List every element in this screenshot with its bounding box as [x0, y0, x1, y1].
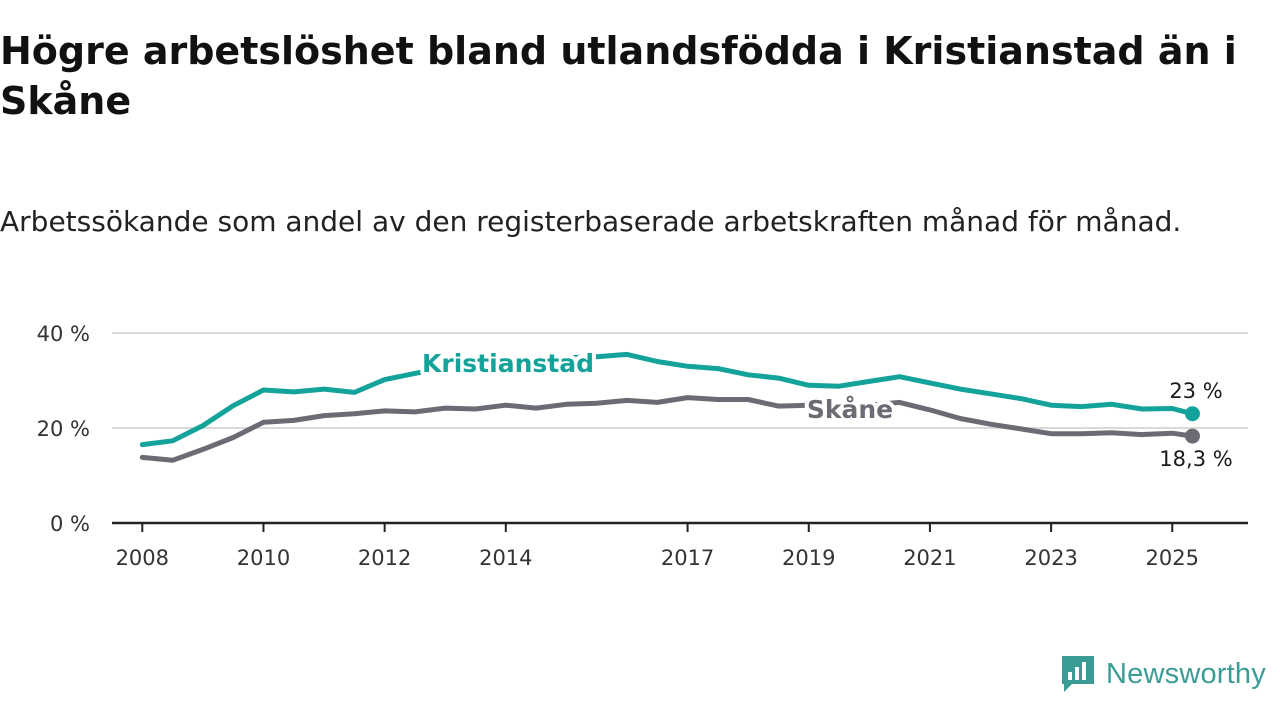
newsworthy-logo: Newsworthy	[1060, 654, 1266, 694]
skane-end-point	[1184, 428, 1200, 444]
skane-series-label: Skåne	[807, 395, 893, 424]
x-axis: 2008 2010 2012 2014 2017 2019 2021 2023 2025	[112, 521, 1248, 570]
x-tick-label: 2019	[782, 546, 835, 570]
brand-name: Newsworthy	[1106, 657, 1266, 690]
chart-title: Högre arbetslöshet bland utlandsfödda i …	[0, 29, 1237, 123]
skane-line	[139, 395, 1195, 463]
x-tick-label: 2010	[237, 546, 290, 570]
kristianstad-end-point	[1184, 406, 1200, 422]
kristianstad-end-label: 23 %	[1169, 379, 1222, 403]
kristianstad-line	[139, 351, 1195, 448]
x-tick-label: 2014	[479, 546, 532, 570]
y-tick-label: 0 %	[50, 512, 90, 536]
x-tick-label: 2021	[903, 546, 956, 570]
gridlines	[112, 332, 1248, 429]
chart-subtitle: Arbetssökande som andel av den registerb…	[0, 205, 1182, 238]
x-tick-label: 2025	[1146, 546, 1199, 570]
x-tick-label: 2023	[1024, 546, 1077, 570]
x-tick-label: 2017	[661, 546, 714, 570]
y-tick-label: 20 %	[37, 417, 90, 441]
skane-end-label: 18,3 %	[1159, 447, 1232, 471]
series-labels: Kristianstad 23 % Skåne 18,3 %	[418, 345, 1233, 471]
line-chart: 0 % 20 % 40 % 2008 2010 2012 2014 2017 2019 2021…	[37, 322, 1248, 570]
newsworthy-logo-icon	[1062, 656, 1094, 692]
y-tick-label: 40 %	[37, 322, 90, 346]
series-lines	[139, 351, 1200, 463]
kristianstad-series-label: Kristianstad	[422, 349, 594, 378]
x-tick-label: 2008	[116, 546, 169, 570]
x-tick-label: 2012	[358, 546, 411, 570]
y-axis-ticks: 0 % 20 % 40 %	[37, 322, 90, 536]
